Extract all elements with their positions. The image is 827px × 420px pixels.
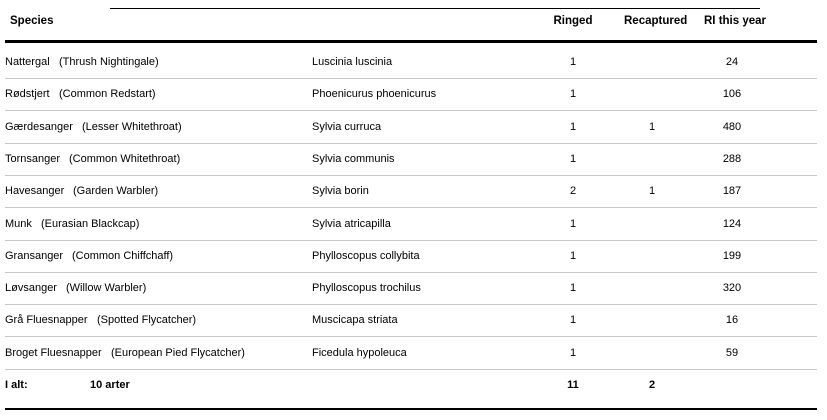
ri-this-year-count: 16: [725, 314, 739, 327]
totals-recaptured: 2: [648, 379, 656, 391]
ri-this-year-count: 320: [722, 282, 742, 295]
row-divider: [5, 174, 817, 176]
ri-this-year-count: 199: [722, 249, 742, 262]
species-latin-name: Muscicapa striata: [312, 314, 398, 327]
ringed-count: 1: [569, 249, 577, 262]
species-english-name: (Lesser Whitethroat): [82, 120, 182, 133]
recaptured-count: 1: [648, 185, 656, 198]
row-divider: [5, 304, 817, 306]
header-rule: [5, 40, 817, 43]
ringed-count: 1: [569, 88, 577, 101]
ri-this-year-count: 288: [722, 152, 742, 165]
row-divider: [5, 78, 817, 79]
species-latin-name: Phylloscopus trochilus: [312, 282, 421, 295]
species-latin-name: Phoenicurus phoenicurus: [312, 88, 437, 101]
ringed-count: 2: [569, 185, 577, 198]
header-species: Species: [10, 15, 54, 27]
bottom-rule: [5, 408, 817, 410]
species-english-name: (Eurasian Blackcap): [41, 217, 140, 230]
ringed-count: 1: [569, 120, 577, 133]
ringed-count: 1: [569, 282, 577, 295]
ri-this-year-count: 124: [722, 217, 742, 230]
species-name: Løvsanger: [5, 282, 57, 295]
totals-ringed: 11: [567, 379, 579, 391]
species-name: Havesanger: [5, 185, 65, 198]
row-divider: [5, 207, 817, 209]
species-name: Tornsanger: [5, 152, 61, 165]
species-latin-name: Sylvia atricapilla: [312, 217, 391, 230]
recaptured-count: 1: [648, 120, 656, 133]
species-english-name: (Common Redstart): [59, 88, 156, 101]
ringed-count: 1: [569, 56, 577, 68]
header-ri-this-year: RI this year: [704, 15, 766, 27]
species-name: Broget Fluesnapper: [5, 346, 102, 359]
totals-label: I alt:: [5, 379, 28, 391]
species-english-name: (Willow Warbler): [66, 282, 147, 295]
row-divider: [5, 368, 817, 370]
species-latin-name: Sylvia borin: [312, 185, 369, 198]
ringed-count: 1: [569, 152, 577, 165]
species-latin-name: Luscinia luscinia: [312, 56, 393, 68]
species-latin-name: Sylvia communis: [312, 152, 395, 165]
species-name: Gærdesanger: [5, 120, 73, 133]
species-latin-name: Sylvia curruca: [312, 120, 382, 133]
species-english-name: (Garden Warbler): [73, 185, 159, 198]
ringed-count: 1: [569, 314, 577, 327]
ri-this-year-count: 106: [722, 88, 742, 101]
ringed-count: 1: [569, 217, 577, 230]
row-divider: [5, 271, 817, 273]
header-ringed: Ringed: [553, 15, 593, 27]
species-name: Gransanger: [5, 249, 64, 262]
species-name: Rødstjert: [5, 88, 50, 101]
species-latin-name: Ficedula hypoleuca: [312, 346, 407, 359]
species-english-name: (Thrush Nightingale): [59, 56, 159, 68]
header-recaptured: Recaptured: [624, 15, 688, 27]
totals-species-count: 10 arter: [90, 379, 130, 391]
species-english-name: (Common Whitethroat): [69, 152, 181, 165]
species-english-name: (European Pied Flycatcher): [111, 346, 245, 359]
row-divider: [5, 110, 817, 112]
species-name: Nattergal: [5, 56, 50, 68]
top-rule: [110, 8, 760, 9]
species-name: Munk: [5, 217, 32, 230]
species-english-name: (Spotted Flycatcher): [97, 314, 197, 327]
species-latin-name: Phylloscopus collybita: [312, 249, 420, 262]
ri-this-year-count: 24: [725, 56, 739, 68]
ri-this-year-count: 187: [722, 185, 742, 198]
ringed-count: 1: [569, 346, 577, 359]
row-divider: [5, 336, 817, 338]
ri-this-year-count: 59: [725, 346, 739, 359]
row-divider: [5, 142, 817, 144]
species-english-name: (Common Chiffchaff): [72, 249, 174, 262]
row-divider: [5, 239, 817, 241]
ri-this-year-count: 480: [722, 120, 742, 133]
species-name: Grå Fluesnapper: [5, 314, 88, 327]
